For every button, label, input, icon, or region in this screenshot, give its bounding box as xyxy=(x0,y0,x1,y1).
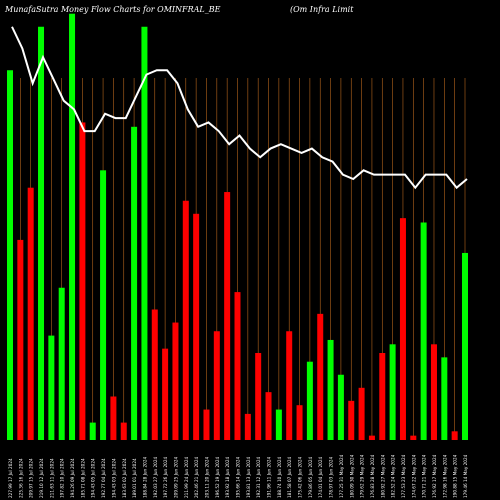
x-tick-label: 209.09 25 Jun 2024 xyxy=(173,456,178,498)
bar xyxy=(420,222,427,440)
x-tick-label: 202.46 21 Jun 2024 xyxy=(194,456,199,498)
bar xyxy=(224,192,231,440)
x-tick-label: 193.81 13 Jun 2024 xyxy=(246,456,251,498)
x-tick-label: 192.31 12 Jun 2024 xyxy=(256,456,261,498)
x-tick-label: 197.72 26 Jun 2024 xyxy=(163,456,168,498)
bar xyxy=(265,392,272,440)
bar xyxy=(151,309,158,440)
x-tick-label: 227.99 17 Jul 2024 xyxy=(8,458,13,498)
x-tick-label: 188.84 28 Jun 2024 xyxy=(142,456,147,498)
bar xyxy=(410,435,417,440)
bar xyxy=(193,213,200,440)
x-tick-label: 193.92 18 Jun 2024 xyxy=(225,456,230,498)
bar xyxy=(368,435,375,440)
bar-series xyxy=(7,13,468,441)
x-tick-label: 209.97 15 Jul 2024 xyxy=(29,458,34,498)
bar xyxy=(48,335,55,440)
bar xyxy=(131,126,138,441)
x-tick-label: 179.86 05 Jun 2024 xyxy=(308,456,313,498)
bar xyxy=(451,431,458,440)
x-tick-label: 192.03 27 Jun 2024 xyxy=(153,456,158,498)
bar xyxy=(327,339,334,440)
x-tick-label: 180.92 27 May 2024 xyxy=(380,454,385,498)
bar xyxy=(286,331,293,440)
bar xyxy=(358,387,365,440)
x-tick-label: 197.82 10 Jul 2024 xyxy=(60,458,65,498)
bar xyxy=(172,322,179,440)
bar xyxy=(203,409,210,440)
x-tick-label: 170.71 21 May 2024 xyxy=(422,454,427,498)
x-tick-label: 211.99 24 Jun 2024 xyxy=(184,456,189,498)
x-tick-label: 176.92 17 May 2024 xyxy=(432,454,437,498)
x-tick-label: 194.26 09 Jul 2024 xyxy=(70,458,75,498)
bar xyxy=(389,344,396,440)
x-tick-label: 175.42 06 Jun 2024 xyxy=(298,456,303,498)
x-tick-label: 177.25 31 May 2024 xyxy=(339,454,344,498)
x-tick-label: 211.63 11 Jul 2024 xyxy=(49,458,54,498)
bar xyxy=(162,348,169,440)
x-tick-label: 183.63 02 Jul 2024 xyxy=(122,458,127,498)
x-tick-label: 174.01 04 Jun 2024 xyxy=(318,456,323,498)
x-tick-label: 191.96 11 Jun 2024 xyxy=(267,456,272,498)
chart-title: MunafaSutra Money Flow Charts for OMINFR… xyxy=(5,5,221,14)
bar xyxy=(317,313,324,440)
bar xyxy=(430,344,437,440)
x-tick-label: 176.83 28 May 2024 xyxy=(370,454,375,498)
bar xyxy=(462,252,468,440)
x-tick-label: 219.10 12 Jul 2024 xyxy=(39,458,44,498)
x-tick-label: 182.52 24 May 2024 xyxy=(391,454,396,498)
x-tick-label: 225.36 16 Jul 2024 xyxy=(18,458,23,498)
bar xyxy=(27,187,34,440)
bar xyxy=(89,422,96,440)
chart-subtitle: (Om Infra Limit xyxy=(290,5,354,14)
x-tick-label: 190.88 15 May 2024 xyxy=(453,454,458,498)
x-tick-labels: 227.99 17 Jul 2024 225.36 16 Jul 2024 209.… xyxy=(8,454,468,498)
bar xyxy=(244,413,251,440)
x-tick-label: 185.71 08 Jul 2024 xyxy=(80,458,85,498)
bar xyxy=(399,218,406,440)
bar xyxy=(110,396,117,440)
bar xyxy=(69,13,76,440)
bar xyxy=(441,357,448,440)
x-tick-label: 194.43 03 Jul 2024 xyxy=(111,458,116,498)
bar xyxy=(141,26,148,440)
x-tick-label: 194.43 05 Jul 2024 xyxy=(91,458,96,498)
bar xyxy=(296,405,303,440)
x-tick-label: 181.58 07 Jun 2024 xyxy=(287,456,292,498)
bar xyxy=(38,26,45,440)
x-tick-label: 178.97 03 Jun 2024 xyxy=(329,456,334,498)
bar xyxy=(255,353,262,440)
bar xyxy=(348,400,355,440)
bar xyxy=(234,292,241,440)
bar xyxy=(7,70,13,440)
bar xyxy=(79,122,86,440)
money-flow-line xyxy=(11,26,468,190)
x-tick-label: 192.77 04 Jul 2024 xyxy=(101,458,106,498)
bar xyxy=(182,200,189,440)
bar xyxy=(120,422,127,440)
x-tick-label: 177.53 23 May 2024 xyxy=(401,454,406,498)
bar xyxy=(337,374,344,440)
bar xyxy=(379,353,386,440)
x-tick-label: 188.74 10 Jun 2024 xyxy=(277,456,282,498)
bar xyxy=(17,239,24,440)
bar xyxy=(58,287,65,440)
x-tick-label: 172.98 16 May 2024 xyxy=(442,454,447,498)
x-tick-label: 203.11 20 Jun 2024 xyxy=(204,456,209,498)
bar xyxy=(213,331,220,440)
x-tick-label: 196.52 19 Jun 2024 xyxy=(215,456,220,498)
x-tick-label: 195.66 14 Jun 2024 xyxy=(236,456,241,498)
x-tick-label: 180.09 30 May 2024 xyxy=(349,454,354,498)
x-tick-label: 174.67 22 May 2024 xyxy=(411,454,416,498)
x-tick-label: 179.62 29 May 2024 xyxy=(360,454,365,498)
bar xyxy=(306,361,313,440)
bar xyxy=(100,170,107,441)
x-tick-label: 179.46 14 May 2024 xyxy=(463,454,468,498)
bar xyxy=(275,409,282,440)
x-tick-label: 189.01 01 Jul 2024 xyxy=(132,458,137,498)
